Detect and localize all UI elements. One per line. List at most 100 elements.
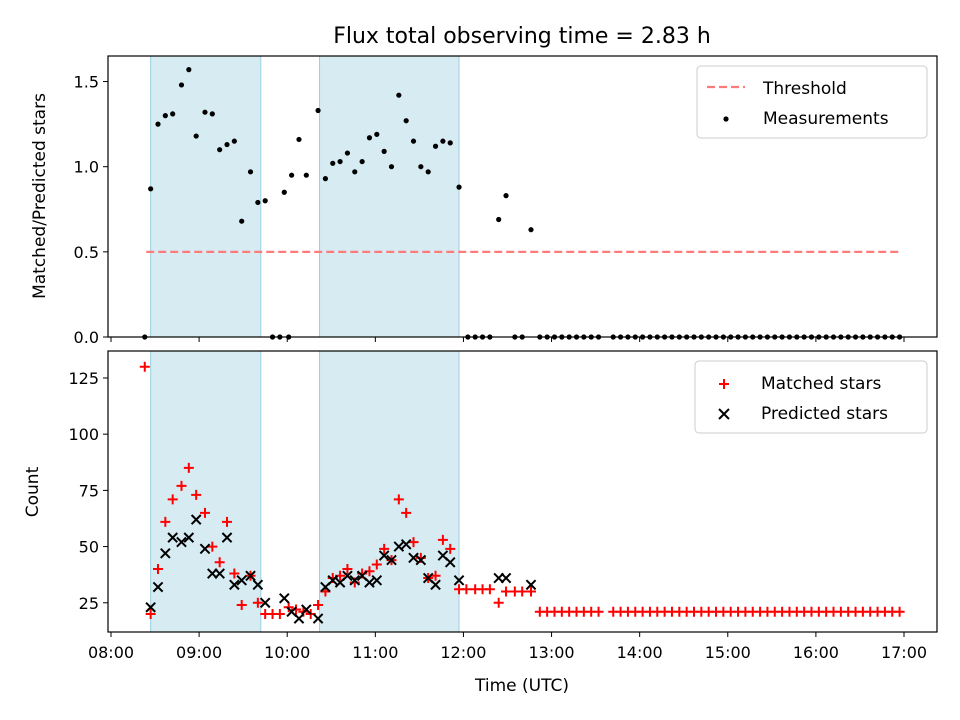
data-point [371,559,382,570]
data-point [283,602,294,613]
data-point [224,141,230,148]
data-point [160,516,171,527]
y-tick-label: 1.0 [74,158,99,177]
shaded-interval [319,350,460,633]
data-point [378,550,390,561]
data-point [145,601,156,613]
data-point [222,516,233,527]
data-point [278,592,290,604]
bottom-panel: 25 50 75 100 125 08:00 09:00 10:00 11:00 12:00 13:… [68,350,938,662]
data-point [349,574,361,586]
data-point [229,579,240,591]
data-point [221,532,233,543]
y-tick-label: 1.5 [74,73,99,92]
data-point [199,507,210,518]
data-point [245,570,256,582]
data-point [444,557,456,568]
data-point [461,584,472,595]
data-point [393,494,404,505]
data-point [148,186,154,192]
data-point [388,164,395,170]
axes-frame [107,350,938,633]
data-point [191,489,202,500]
data-point [418,164,424,170]
x-tick-label: 10:00 [264,643,310,662]
data-point [525,579,537,591]
y-tick-label: 50 [79,538,99,557]
data-point [430,579,441,591]
data-point [152,564,163,575]
data-point [445,543,456,554]
data-point [359,158,365,165]
x-tick-label: 08:00 [88,643,134,662]
data-point [379,543,390,554]
data-point [207,541,218,552]
data-point [337,158,343,165]
data-point [364,577,375,588]
x-tick-label: 13:00 [529,643,575,662]
x-tick-label: 12:00 [440,643,486,662]
data-point [139,361,150,372]
data-point [440,138,446,144]
data-point [425,169,431,175]
data-point [239,218,245,224]
legend: Matched stars Predicted stars [694,360,928,434]
data-point [894,606,905,617]
data-point [176,480,187,491]
legend-box [696,65,928,139]
data-point [209,111,215,117]
data-point [381,148,387,154]
data-point [401,507,412,518]
legend-predicted-swatch [718,408,730,420]
y-tick-label: 0.0 [74,328,99,347]
data-point [327,574,339,586]
y-tick-label: 125 [68,369,99,388]
top-ylabel: Matched/Predicted stars [30,93,50,299]
data-point [160,548,171,559]
data-point [432,143,439,149]
data-point [252,597,263,608]
data-point [252,579,264,591]
x-tick-label: 09:00 [176,643,222,662]
data-point [503,193,509,199]
data-point [456,184,462,190]
series-predicted-stars [145,514,537,624]
data-point [453,574,465,586]
data-point [214,557,225,568]
data-point [167,532,178,543]
data-point [162,113,168,119]
y-tick-label: 0.5 [74,243,99,262]
data-point [528,227,534,233]
data-point [178,82,185,88]
data-point [525,586,536,597]
data-point [322,176,329,182]
data-point [231,138,237,144]
data-point [183,462,194,473]
data-point [493,597,504,608]
y-tick-label: 25 [79,594,99,613]
y-tick-label: 100 [68,425,99,444]
legend-label: Predicted stars [761,404,888,424]
data-point [183,532,195,543]
data-point [186,67,192,73]
x-tick-label: 15:00 [705,643,751,662]
data-point [330,160,336,166]
data-point [415,554,427,566]
data-point [170,111,176,117]
data-point [315,107,321,114]
legend-label: Matched stars [761,374,881,394]
x-tick-label: 16:00 [793,643,839,662]
data-point [145,609,156,620]
data-point [393,541,405,552]
data-point [371,574,383,586]
data-point [229,568,240,579]
legend-label: Measurements [763,109,889,129]
data-point [296,136,302,143]
data-point [155,121,161,127]
shaded-interval [150,350,262,633]
data-point [400,539,412,550]
data-point [386,554,397,566]
y-tick-label: 75 [79,481,99,500]
x-tick-label: 11:00 [352,643,398,662]
data-point [301,604,312,615]
